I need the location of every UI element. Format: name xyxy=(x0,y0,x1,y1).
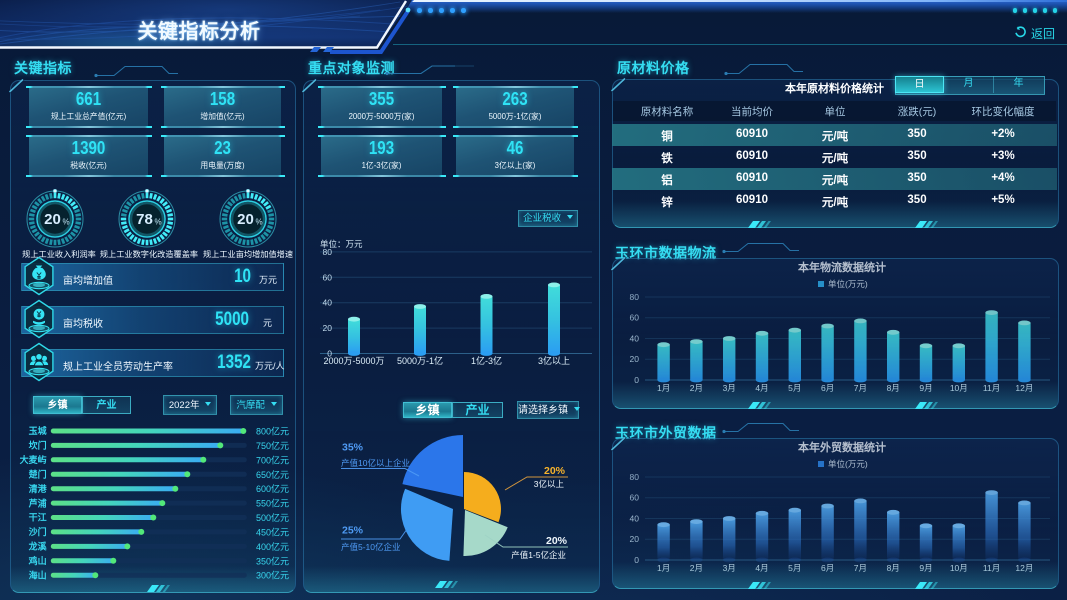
svg-text:产值1-5亿企业: 产值1-5亿企业 xyxy=(511,550,566,560)
svg-text:芦浦: 芦浦 xyxy=(29,497,47,508)
svg-text:400亿元: 400亿元 xyxy=(256,541,289,552)
svg-text:20: 20 xyxy=(630,534,640,544)
svg-text:25%: 25% xyxy=(342,525,364,537)
svg-text:0: 0 xyxy=(327,349,332,359)
svg-text:%: % xyxy=(154,218,161,227)
svg-text:350亿元: 350亿元 xyxy=(256,555,289,566)
svg-text:10月: 10月 xyxy=(950,383,968,393)
svg-text:500亿元: 500亿元 xyxy=(256,512,289,523)
svg-text:5月: 5月 xyxy=(788,563,801,573)
svg-text:10月: 10月 xyxy=(950,563,968,573)
svg-text:300亿元: 300亿元 xyxy=(256,570,289,581)
svg-text:20: 20 xyxy=(630,354,640,364)
svg-text:700亿元: 700亿元 xyxy=(256,454,289,465)
svg-text:40: 40 xyxy=(630,334,640,344)
svg-text:20%: 20% xyxy=(544,465,566,477)
svg-text:11月: 11月 xyxy=(983,563,1000,573)
svg-text:20: 20 xyxy=(44,211,61,228)
svg-text:2月: 2月 xyxy=(690,383,703,393)
svg-text:60: 60 xyxy=(323,272,333,282)
svg-text:产值10亿以上企业: 产值10亿以上企业 xyxy=(341,458,410,468)
svg-text:坎门: 坎门 xyxy=(29,440,47,451)
svg-text:3月: 3月 xyxy=(723,383,736,393)
svg-text:20: 20 xyxy=(237,211,254,228)
svg-text:450亿元: 450亿元 xyxy=(256,526,289,537)
svg-text:8月: 8月 xyxy=(887,563,900,573)
svg-text:80: 80 xyxy=(630,292,640,302)
svg-text:12月: 12月 xyxy=(1015,383,1033,393)
svg-text:7月: 7月 xyxy=(854,563,867,573)
svg-text:1月: 1月 xyxy=(657,383,670,393)
svg-text:20: 20 xyxy=(323,323,333,333)
svg-text:龙溪: 龙溪 xyxy=(28,541,48,552)
svg-text:3月: 3月 xyxy=(723,563,736,573)
svg-text:海山: 海山 xyxy=(29,569,47,580)
svg-text:4月: 4月 xyxy=(755,383,768,393)
svg-text:40: 40 xyxy=(630,514,640,524)
svg-text:550亿元: 550亿元 xyxy=(256,498,289,509)
svg-text:40: 40 xyxy=(323,298,333,308)
svg-text:清港: 清港 xyxy=(29,483,48,494)
svg-text:大麦屿: 大麦屿 xyxy=(20,454,47,465)
svg-text:6月: 6月 xyxy=(821,383,834,393)
svg-text:9月: 9月 xyxy=(919,563,932,573)
svg-text:0: 0 xyxy=(634,555,639,565)
svg-text:干江: 干江 xyxy=(29,512,47,523)
svg-text:8月: 8月 xyxy=(887,383,900,393)
svg-text:3亿以上: 3亿以上 xyxy=(538,355,570,366)
svg-text:玉城: 玉城 xyxy=(29,425,47,436)
svg-text:60: 60 xyxy=(630,493,640,503)
svg-text:600亿元: 600亿元 xyxy=(256,483,289,494)
svg-text:80: 80 xyxy=(323,247,333,257)
svg-text:沙门: 沙门 xyxy=(29,526,47,537)
svg-text:5000万-1亿: 5000万-1亿 xyxy=(397,355,443,366)
svg-text:楚门: 楚门 xyxy=(28,469,47,480)
svg-text:5月: 5月 xyxy=(788,383,801,393)
svg-text:鸡山: 鸡山 xyxy=(28,555,47,566)
svg-text:1亿-3亿: 1亿-3亿 xyxy=(471,355,502,366)
svg-text:0: 0 xyxy=(634,375,639,385)
svg-text:2000万-5000万: 2000万-5000万 xyxy=(323,356,384,366)
svg-text:800亿元: 800亿元 xyxy=(256,426,289,437)
svg-text:7月: 7月 xyxy=(854,383,867,393)
svg-text:产值5-10亿企业: 产值5-10亿企业 xyxy=(341,542,401,552)
svg-text:4月: 4月 xyxy=(755,563,768,573)
svg-text:750亿元: 750亿元 xyxy=(256,440,289,451)
svg-text:%: % xyxy=(62,218,69,227)
svg-text:78: 78 xyxy=(136,211,153,228)
svg-text:11月: 11月 xyxy=(983,383,1000,393)
svg-text:20%: 20% xyxy=(546,535,568,547)
svg-text:650亿元: 650亿元 xyxy=(256,469,289,480)
svg-text:9月: 9月 xyxy=(919,383,932,393)
svg-text:80: 80 xyxy=(630,472,640,482)
svg-text:3亿以上: 3亿以上 xyxy=(534,479,565,489)
svg-text:35%: 35% xyxy=(342,442,364,454)
svg-text:12月: 12月 xyxy=(1015,563,1033,573)
svg-text:1月: 1月 xyxy=(657,563,670,573)
svg-text:6月: 6月 xyxy=(821,563,834,573)
svg-text:%: % xyxy=(255,218,262,227)
svg-text:2月: 2月 xyxy=(690,563,703,573)
svg-text:60: 60 xyxy=(630,313,640,323)
